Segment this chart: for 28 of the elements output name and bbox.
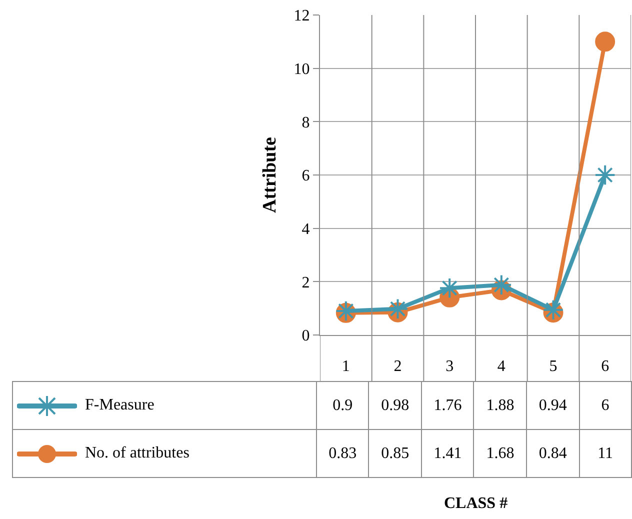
data-label: 0.84 bbox=[526, 430, 580, 478]
y-tick-label: 12 bbox=[294, 8, 310, 25]
x-tick-label: 4 bbox=[497, 358, 506, 376]
y-tick-label: 0 bbox=[302, 328, 310, 345]
text: CLASS # bbox=[444, 495, 508, 512]
legend-label: F-Measure bbox=[85, 396, 154, 414]
data-label: 0.98 bbox=[368, 382, 422, 430]
data-label: 1.76 bbox=[421, 382, 474, 430]
y-tick-label: 8 bbox=[302, 114, 310, 132]
y-axis-title: Attribute bbox=[260, 137, 281, 213]
data-label: 0.9 bbox=[316, 382, 369, 430]
y-tick-label: 6 bbox=[302, 168, 310, 185]
data-label: 0.94 bbox=[526, 382, 580, 430]
legend-label: No. of attributes bbox=[85, 444, 190, 462]
x-tick-label: 5 bbox=[549, 358, 558, 376]
x-tick-label: 6 bbox=[601, 358, 610, 376]
x-tick-label: 2 bbox=[394, 358, 402, 376]
y-tick-label: 10 bbox=[294, 60, 310, 78]
data-label: 11 bbox=[579, 430, 632, 478]
data-label: 0.85 bbox=[368, 430, 422, 478]
data-label: 0.83 bbox=[316, 430, 369, 478]
y-tick-label: 2 bbox=[302, 274, 310, 292]
x-tick-label: 1 bbox=[342, 358, 350, 376]
data-label: 1.88 bbox=[474, 382, 527, 430]
x-tick-label: 3 bbox=[446, 358, 454, 376]
data-label: 1.41 bbox=[421, 430, 474, 478]
y-tick-label: 4 bbox=[302, 220, 310, 238]
data-label: 1.68 bbox=[474, 430, 527, 478]
